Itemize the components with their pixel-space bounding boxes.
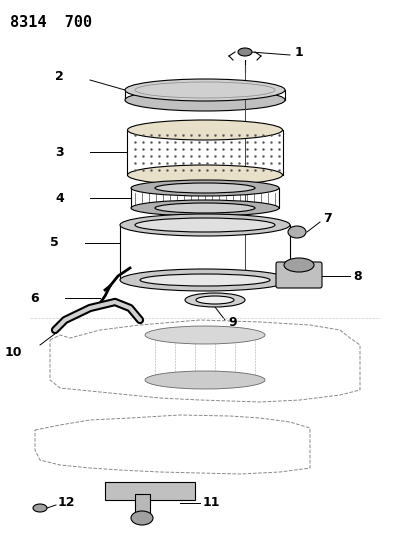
Text: 3: 3 bbox=[55, 146, 63, 158]
Ellipse shape bbox=[145, 326, 265, 344]
Ellipse shape bbox=[288, 226, 306, 238]
Ellipse shape bbox=[155, 183, 255, 193]
Text: 1: 1 bbox=[295, 45, 304, 59]
Ellipse shape bbox=[131, 200, 279, 216]
Ellipse shape bbox=[33, 504, 47, 512]
Ellipse shape bbox=[185, 293, 245, 307]
FancyBboxPatch shape bbox=[135, 494, 150, 516]
Text: 8: 8 bbox=[353, 270, 361, 282]
Text: 2: 2 bbox=[55, 69, 64, 83]
Text: 11: 11 bbox=[203, 497, 221, 510]
Text: 6: 6 bbox=[30, 292, 39, 304]
FancyBboxPatch shape bbox=[276, 262, 322, 288]
Ellipse shape bbox=[128, 120, 282, 140]
Ellipse shape bbox=[155, 203, 255, 213]
Text: 4: 4 bbox=[55, 191, 64, 205]
Ellipse shape bbox=[125, 89, 285, 111]
Text: 12: 12 bbox=[58, 497, 75, 510]
Ellipse shape bbox=[120, 214, 290, 236]
Ellipse shape bbox=[140, 274, 270, 286]
Text: 10: 10 bbox=[5, 345, 22, 359]
Text: 8314  700: 8314 700 bbox=[10, 15, 92, 30]
Text: 9: 9 bbox=[228, 317, 237, 329]
Ellipse shape bbox=[131, 180, 279, 196]
Text: 5: 5 bbox=[50, 237, 59, 249]
Ellipse shape bbox=[284, 258, 314, 272]
Ellipse shape bbox=[125, 79, 285, 101]
FancyBboxPatch shape bbox=[105, 482, 195, 500]
Ellipse shape bbox=[135, 218, 275, 232]
Ellipse shape bbox=[196, 296, 234, 304]
Ellipse shape bbox=[120, 269, 290, 291]
Ellipse shape bbox=[128, 165, 282, 185]
Ellipse shape bbox=[145, 371, 265, 389]
Text: 7: 7 bbox=[323, 213, 332, 225]
Ellipse shape bbox=[131, 511, 153, 525]
Ellipse shape bbox=[238, 48, 252, 56]
